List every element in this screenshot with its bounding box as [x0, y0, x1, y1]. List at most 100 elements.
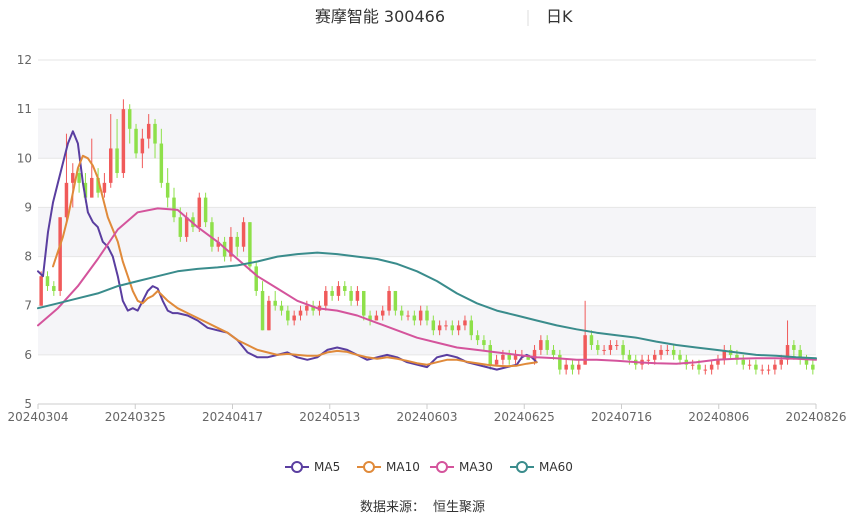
- candle-body: [324, 290, 328, 306]
- candle-body: [279, 305, 284, 311]
- candle: [330, 286, 334, 301]
- candle-body: [589, 335, 594, 346]
- y-tick-label: 7: [24, 299, 32, 313]
- candle: [450, 320, 455, 336]
- candle: [229, 227, 233, 262]
- candle-body: [134, 128, 138, 154]
- candle-body: [203, 197, 208, 223]
- candle: [146, 114, 151, 149]
- candle-body: [399, 310, 404, 316]
- candle-body: [241, 222, 246, 247]
- legend: MA5 MA10 MA30 MA60: [285, 460, 573, 474]
- candle-body: [254, 266, 258, 291]
- candle-body: [646, 359, 651, 361]
- chart-title: 赛摩智能 300466: [315, 7, 445, 26]
- candle-body: [406, 315, 410, 317]
- candle: [267, 295, 271, 331]
- candle-body: [747, 364, 752, 366]
- candle-body: [779, 359, 783, 365]
- candle: [235, 232, 239, 257]
- grid-band: [38, 207, 816, 257]
- candle-body: [393, 290, 398, 311]
- candle-body: [39, 276, 43, 306]
- candle-body: [412, 315, 417, 321]
- candle: [159, 128, 164, 188]
- candle-body: [380, 310, 385, 316]
- legend-marker: [291, 461, 303, 473]
- candle: [336, 281, 341, 301]
- candle-body: [608, 345, 613, 350]
- candle-body: [754, 364, 758, 370]
- x-tick-label: 20240603: [396, 410, 457, 424]
- candle: [671, 345, 676, 360]
- candle: [58, 217, 62, 296]
- candle: [279, 300, 284, 316]
- candle: [418, 305, 423, 326]
- candle-body: [532, 349, 537, 360]
- y-tick-label: 8: [24, 250, 32, 264]
- candle-body: [349, 290, 353, 301]
- candle-body: [311, 305, 315, 311]
- moving-average-lines: [37, 130, 817, 371]
- candle: [210, 217, 214, 252]
- candle-body: [690, 364, 695, 366]
- candle-body: [83, 182, 88, 198]
- candle-body: [298, 310, 303, 316]
- x-tick-label: 20240826: [785, 410, 846, 424]
- candle-body: [71, 173, 75, 183]
- x-tick-label: 20240806: [688, 410, 749, 424]
- y-tick-label: 12: [17, 53, 32, 67]
- candle-body: [355, 290, 360, 301]
- candle-body: [697, 364, 701, 370]
- candle: [115, 118, 119, 178]
- x-tick-label: 20240417: [202, 410, 263, 424]
- candle: [577, 359, 581, 375]
- legend-label: MA5: [314, 460, 340, 474]
- candle-body: [659, 349, 663, 355]
- candle: [216, 236, 221, 252]
- x-tick-label: 20240716: [591, 410, 652, 424]
- candle: [596, 340, 600, 355]
- legend-item-ma60[interactable]: MA60: [510, 460, 573, 474]
- y-tick-label: 10: [17, 151, 32, 165]
- candle: [507, 349, 511, 365]
- ma-line-ma10: [52, 154, 538, 368]
- candle-body: [197, 197, 202, 228]
- candle-body: [121, 109, 126, 174]
- candle-body: [184, 217, 189, 237]
- chart-period: 日K: [546, 7, 573, 26]
- candle-body: [444, 325, 448, 327]
- legend-item-ma5[interactable]: MA5: [285, 460, 340, 474]
- candle-body: [235, 236, 239, 247]
- candle: [482, 335, 486, 350]
- candle: [475, 330, 480, 346]
- candle-body: [140, 138, 145, 154]
- candle: [589, 330, 594, 350]
- candle: [254, 261, 258, 296]
- candle-body: [109, 148, 113, 183]
- grid-band: [38, 109, 816, 159]
- candle: [362, 290, 366, 321]
- candle: [39, 271, 43, 306]
- candle-body: [494, 359, 499, 365]
- candle-body: [146, 123, 151, 139]
- candle-body: [583, 335, 587, 365]
- candle: [608, 340, 613, 355]
- candle-body: [336, 286, 341, 296]
- candle: [153, 118, 157, 159]
- candle: [570, 359, 575, 375]
- candle-body: [58, 217, 62, 291]
- candle: [621, 340, 625, 360]
- candle-body: [804, 359, 809, 365]
- y-axis-ticks: 5 6 7 8 9 10 11 12: [17, 53, 32, 411]
- legend-item-ma10[interactable]: MA10: [357, 460, 420, 474]
- candle: [564, 359, 568, 375]
- candle: [754, 359, 758, 375]
- candle: [349, 286, 353, 306]
- candle: [412, 310, 417, 326]
- candle: [722, 345, 727, 365]
- x-axis-ticks: 20240304 20240325 20240417 20240513 20240603…: [7, 403, 847, 424]
- candle-body: [709, 364, 714, 370]
- legend-item-ma30[interactable]: MA30: [430, 460, 493, 474]
- candle-body: [425, 310, 429, 321]
